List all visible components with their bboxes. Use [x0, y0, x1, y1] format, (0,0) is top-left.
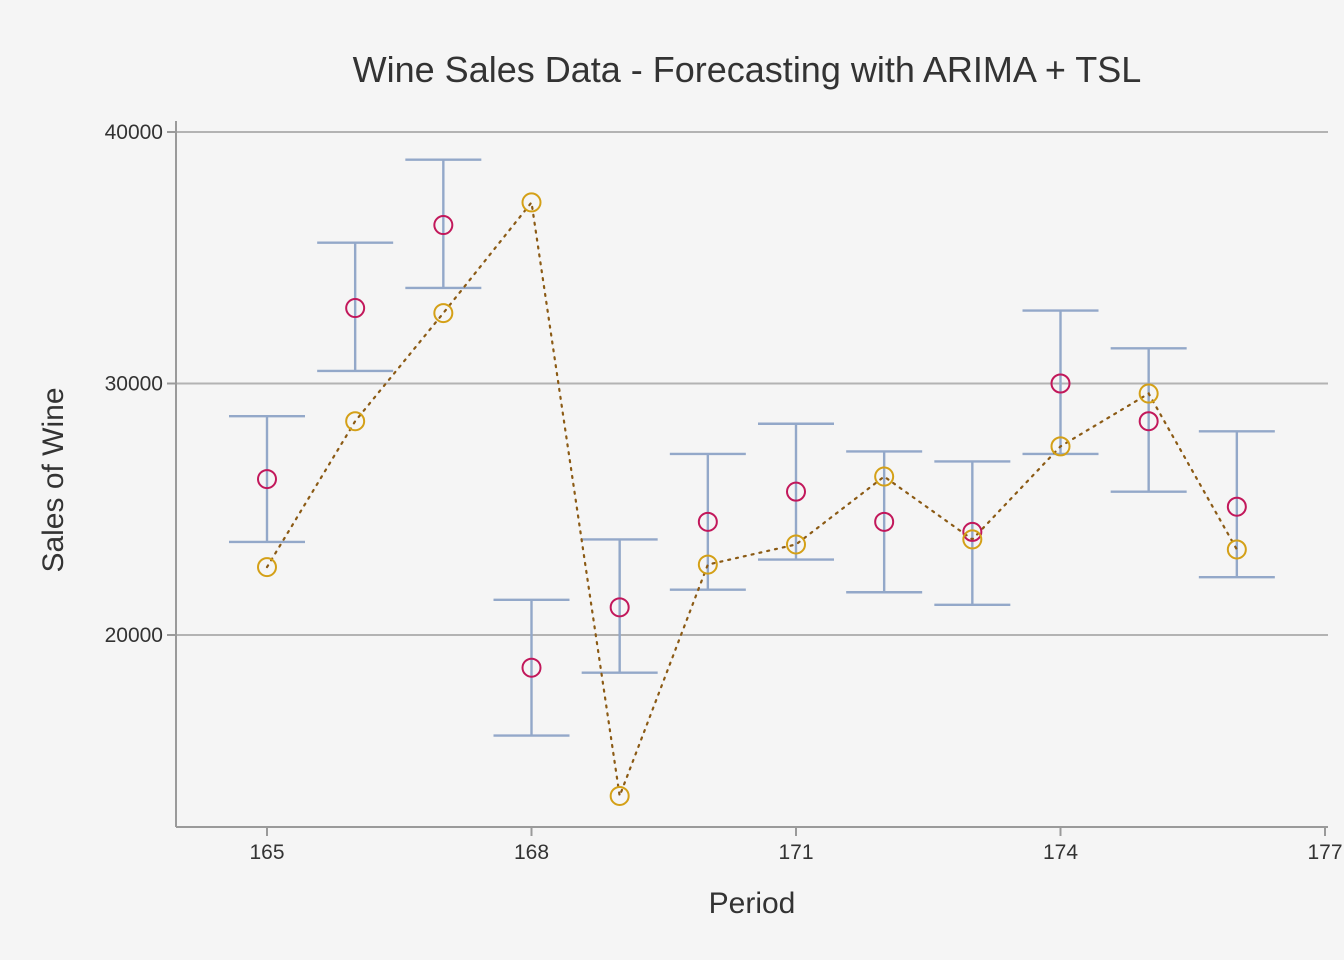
forecast-point [786, 534, 806, 555]
forecast-point [521, 192, 542, 213]
axes [175, 121, 1328, 828]
chart-title: Wine Sales Data - Forecasting with ARIMA… [353, 49, 1142, 90]
x-tick-label: 165 [249, 841, 284, 864]
actual-point [962, 521, 983, 542]
x-tick-label: 174 [1043, 841, 1078, 864]
forecast-point [345, 411, 366, 432]
actual-point [1226, 496, 1247, 517]
gridlines [176, 131, 1328, 636]
actual-point [521, 657, 542, 678]
actual-point [257, 469, 277, 490]
forecast-point [962, 529, 983, 550]
x-axis-title: Period [709, 887, 796, 920]
actual-point [874, 511, 895, 532]
forecast-point [874, 466, 895, 487]
forecast-point [609, 785, 630, 806]
forecast-point [1138, 383, 1159, 404]
forecast-line [265, 199, 1238, 801]
forecast-point [1050, 436, 1071, 457]
ticks: 20000 30000 40000 165 168 171 174 177 [105, 121, 1343, 864]
y-tick-label: 40000 [105, 121, 163, 144]
x-tick-label: 177 [1307, 841, 1342, 864]
actual-point [697, 511, 718, 532]
y-axis-title: Sales of Wine [37, 387, 70, 572]
y-tick-label: 20000 [105, 624, 163, 647]
forecast-line-group [265, 199, 1238, 801]
points [257, 192, 1247, 806]
actual-point [609, 597, 630, 618]
y-tick-label: 30000 [105, 373, 163, 396]
forecast-point [257, 557, 277, 578]
actual-point [786, 481, 806, 502]
actual-point [1050, 373, 1071, 394]
actual-point [345, 298, 366, 319]
forecast-point [697, 554, 718, 575]
error-bars [229, 158, 1275, 737]
actual-point [433, 215, 454, 236]
forecast-point [433, 303, 454, 324]
x-tick-label: 171 [778, 841, 813, 864]
forecast-point [1226, 539, 1247, 560]
actual-point [1138, 411, 1159, 432]
x-tick-label: 168 [514, 841, 549, 864]
